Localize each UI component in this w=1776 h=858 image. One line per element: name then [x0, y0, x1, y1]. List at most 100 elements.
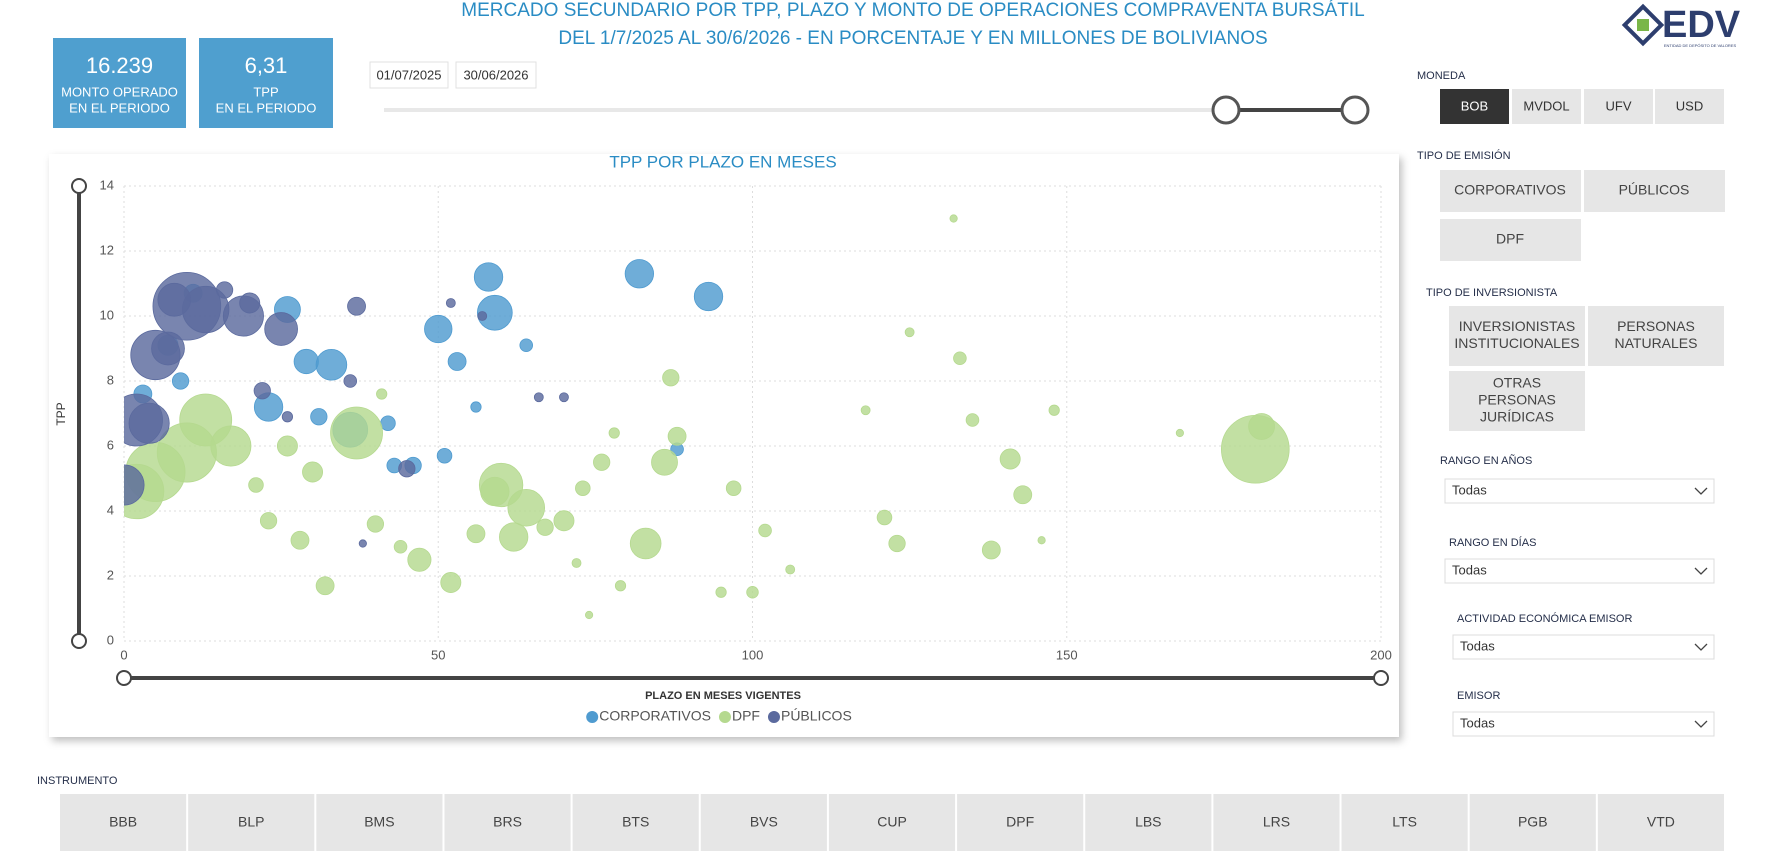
bubble — [466, 524, 486, 544]
legend-label: CORPORATIVOS — [599, 708, 711, 724]
bubble — [253, 382, 271, 400]
instrument-option: CUP — [877, 814, 907, 830]
date-input[interactable] — [369, 61, 449, 89]
bubble — [366, 515, 385, 533]
instrument-option: DPF — [1006, 814, 1034, 830]
filter-label: MONEDA — [1417, 70, 1466, 82]
x-tick-label: 50 — [431, 647, 445, 662]
currency-option: MVDOL — [1523, 98, 1569, 113]
instrument-button[interactable] — [828, 794, 956, 851]
instrument-button[interactable] — [957, 794, 1084, 851]
y-axis-title: TPP — [54, 402, 68, 425]
bubble — [904, 327, 915, 338]
bubble — [473, 262, 504, 292]
slider-handle[interactable] — [1211, 95, 1241, 125]
legend-marker — [718, 711, 731, 723]
bubble — [953, 351, 967, 366]
dropdown-value: Todas — [1460, 715, 1495, 730]
emission-option: CORPORATIVOS — [1454, 182, 1566, 198]
bubble — [310, 408, 328, 426]
instrument-button[interactable] — [444, 794, 571, 851]
instrument-button[interactable] — [60, 794, 187, 851]
investor-button[interactable] — [1449, 371, 1585, 431]
bubble — [785, 564, 796, 575]
investor-option: PERSONAS — [1478, 392, 1556, 408]
bubble — [553, 510, 575, 532]
dropdown[interactable] — [1444, 558, 1715, 584]
title-line: MERCADO SECUNDARIO POR TPP, PLAZO Y MONT… — [461, 0, 1364, 21]
bubble — [330, 406, 383, 460]
investor-button[interactable] — [1449, 306, 1585, 366]
instrument-button[interactable] — [1597, 794, 1724, 851]
bubble — [128, 402, 170, 444]
investor-option: NATURALES — [1615, 335, 1698, 351]
bubble — [1037, 536, 1046, 545]
kpi-card — [53, 38, 186, 128]
slider-handle[interactable] — [71, 178, 87, 194]
currency-button[interactable] — [1584, 89, 1653, 124]
date-text: 30/06/2026 — [463, 67, 528, 82]
bubble — [315, 348, 348, 381]
dropdown[interactable] — [1452, 711, 1715, 737]
currency-button[interactable] — [1440, 89, 1509, 124]
bubble — [860, 405, 871, 416]
emission-option: PÚBLICOS — [1619, 182, 1690, 198]
kpi-value: 16.239 — [86, 53, 153, 78]
bubble — [124, 464, 145, 506]
instrument-button[interactable] — [1085, 794, 1212, 851]
legend-marker — [767, 711, 780, 723]
dropdown[interactable] — [1444, 478, 1715, 504]
kpi-label: EN EL PERIODO — [216, 100, 317, 115]
date-text: 01/07/2025 — [376, 67, 441, 82]
bubble — [358, 539, 367, 548]
slider-handle[interactable] — [71, 633, 87, 649]
dropdown-chevron — [1694, 643, 1708, 651]
bubble — [519, 338, 534, 353]
investor-option: JURÍDICAS — [1480, 409, 1554, 425]
kpi-value: 6,31 — [245, 53, 288, 78]
dropdown-value: Todas — [1460, 638, 1495, 653]
bubble — [436, 447, 453, 464]
slider-handle[interactable] — [1340, 95, 1370, 125]
instrument-button[interactable] — [1469, 794, 1596, 851]
slider-handle[interactable] — [1373, 670, 1389, 686]
instrument-button[interactable] — [1213, 794, 1340, 851]
dropdown[interactable] — [1452, 634, 1715, 660]
date-input[interactable] — [455, 61, 537, 89]
emission-option: DPF — [1496, 231, 1524, 247]
investor-button[interactable] — [1588, 306, 1724, 366]
instrument-button[interactable] — [572, 794, 699, 851]
bubble — [445, 298, 456, 308]
bubble — [210, 425, 252, 467]
currency-option: BOB — [1461, 98, 1488, 113]
bubble — [343, 374, 358, 388]
filter-label: EMISOR — [1457, 690, 1500, 702]
emission-button[interactable] — [1440, 219, 1581, 261]
instrument-button[interactable] — [316, 794, 443, 851]
x-tick-label: 200 — [1370, 647, 1392, 662]
x-tick-label: 150 — [1056, 647, 1078, 662]
bubble — [1175, 428, 1184, 438]
bubble — [259, 512, 278, 530]
bubble — [888, 534, 906, 553]
currency-button[interactable] — [1512, 89, 1581, 124]
instrument-button[interactable] — [1341, 794, 1468, 851]
filter-label: TIPO DE INVERSIONISTA — [1426, 287, 1558, 299]
logo-text: EDV — [1662, 4, 1741, 46]
bubble — [302, 461, 324, 483]
investor-option: INSTITUCIONALES — [1454, 335, 1579, 351]
instrument-button[interactable] — [188, 794, 315, 851]
instrument-option: BRS — [493, 814, 522, 830]
slider-handle[interactable] — [116, 670, 132, 686]
filter-label: INSTRUMENTO — [37, 775, 118, 787]
emission-button[interactable] — [1440, 170, 1581, 212]
emission-button[interactable] — [1584, 170, 1725, 212]
bubble — [981, 540, 1001, 560]
bubble — [614, 580, 627, 592]
currency-button[interactable] — [1655, 89, 1724, 124]
y-tick-label: 8 — [107, 372, 114, 387]
bubble — [593, 453, 611, 471]
kpi-label: MONTO OPERADO — [61, 84, 178, 99]
instrument-button[interactable] — [700, 794, 827, 851]
bubble — [536, 518, 554, 536]
